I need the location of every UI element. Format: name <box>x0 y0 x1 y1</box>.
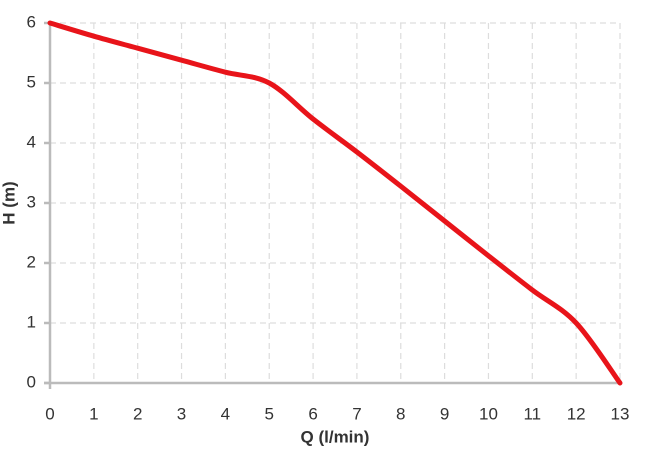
line <box>47 20 623 386</box>
x-tick-label: 12 <box>567 404 586 423</box>
x-tick-label: 8 <box>396 404 405 423</box>
y-tick-label: 1 <box>27 312 36 331</box>
y-tick-label: 4 <box>27 132 36 151</box>
x-tick-label: 5 <box>264 404 273 423</box>
y-tick-label: 5 <box>27 72 36 91</box>
x-axis-label: Q (l/min) <box>301 427 370 446</box>
x-tick-label: 2 <box>133 404 142 423</box>
x-tick-label: 10 <box>479 404 498 423</box>
x-tick-label: 11 <box>523 404 541 423</box>
y-tick-label: 2 <box>27 252 36 271</box>
x-tick-label: 0 <box>45 404 54 423</box>
x-tick-label: 1 <box>89 404 98 423</box>
y-tick-label: 6 <box>27 12 36 31</box>
y-tick-label: 0 <box>27 372 36 391</box>
x-tick-label: 4 <box>221 404 230 423</box>
x-tick-label: 6 <box>308 404 317 423</box>
x-tick-label: 3 <box>177 404 186 423</box>
x-tick-label: 13 <box>611 404 630 423</box>
y-axis-label: H (m) <box>0 181 18 224</box>
x-tick-label: 9 <box>440 404 449 423</box>
y-tick-label: 3 <box>27 192 36 211</box>
x-tick-label: 7 <box>352 404 361 423</box>
